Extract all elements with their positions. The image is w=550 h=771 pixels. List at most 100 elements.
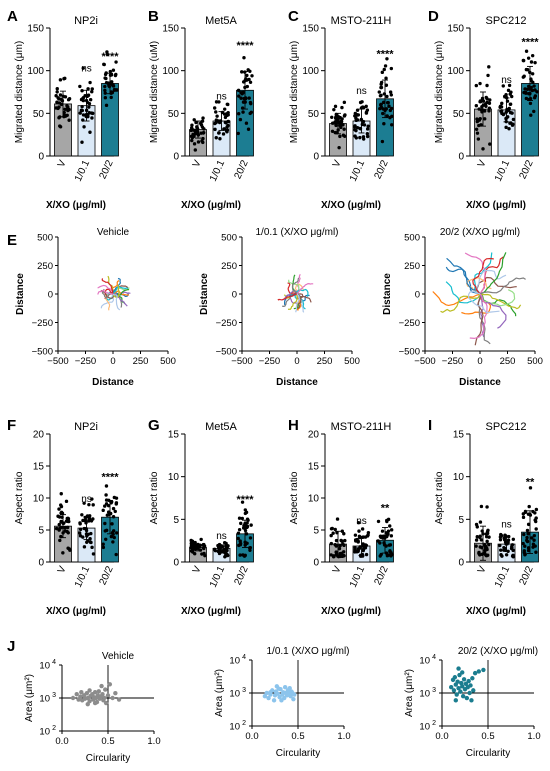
y-tick-label: 5 — [458, 515, 464, 526]
x-tick-label: −500 — [231, 356, 252, 367]
data-point — [248, 546, 252, 550]
data-point — [460, 670, 465, 675]
data-point — [364, 111, 369, 115]
data-point — [116, 697, 122, 702]
trajectory-line — [101, 288, 114, 299]
data-point — [524, 90, 528, 95]
y-tick-label: 10 — [229, 656, 240, 667]
data-point — [479, 108, 484, 112]
data-point — [88, 98, 93, 102]
data-point — [104, 502, 109, 506]
data-point — [226, 102, 230, 107]
data-point — [108, 69, 113, 74]
x-tick-label: V — [331, 158, 344, 169]
x-tick-label: 1/0.1 — [73, 158, 93, 183]
data-point — [264, 690, 269, 696]
data-point — [201, 116, 205, 120]
data-point — [361, 137, 366, 141]
data-point — [356, 521, 361, 525]
x-tick-label: 500 — [527, 356, 543, 367]
data-point — [242, 56, 246, 60]
y-tick-exponent: 2 — [242, 720, 246, 727]
significance-label: ns — [216, 91, 227, 102]
data-point — [481, 99, 486, 103]
data-point — [237, 516, 242, 520]
data-point — [88, 540, 93, 544]
data-point — [500, 101, 504, 106]
data-point — [103, 504, 107, 508]
data-point — [337, 145, 341, 150]
data-point — [104, 498, 109, 502]
data-point — [62, 77, 66, 81]
y-tick-label: 0 — [415, 290, 420, 301]
data-point — [247, 96, 251, 100]
data-point — [61, 551, 65, 555]
data-point — [86, 93, 91, 98]
y-tick-label: 15 — [453, 430, 465, 441]
data-point — [88, 80, 92, 85]
data-point — [109, 81, 114, 86]
data-point — [58, 538, 62, 543]
data-point — [104, 103, 109, 108]
data-point — [365, 127, 370, 131]
data-point — [533, 544, 537, 548]
data-point — [84, 690, 90, 696]
data-point — [214, 100, 219, 104]
data-point — [222, 127, 227, 131]
panel-letter: B — [148, 8, 159, 25]
data-point — [91, 517, 95, 521]
y-tick-label: 0 — [458, 152, 464, 163]
data-point — [217, 100, 221, 104]
data-point — [361, 547, 366, 551]
panel-letter: G — [148, 417, 160, 434]
data-point — [243, 508, 248, 512]
data-point — [282, 684, 288, 690]
y-tick-label: 500 — [37, 233, 53, 244]
trajectory-line — [97, 284, 114, 295]
chart-title: Met5A — [205, 421, 237, 433]
data-point — [239, 96, 243, 100]
data-point — [356, 549, 360, 554]
data-point — [236, 531, 241, 535]
data-point — [80, 104, 84, 109]
y-tick-label: 150 — [302, 24, 319, 35]
data-point — [341, 542, 345, 546]
data-point — [65, 104, 69, 108]
data-point — [236, 88, 241, 93]
data-point — [111, 540, 115, 544]
data-point — [340, 529, 345, 533]
data-point — [382, 534, 387, 539]
data-point — [479, 538, 484, 542]
data-point — [478, 534, 482, 538]
significance-label: ns — [81, 494, 92, 505]
data-point — [192, 542, 196, 546]
y-tick-exponent: 4 — [52, 659, 56, 666]
data-point — [389, 534, 394, 538]
data-point — [103, 700, 109, 706]
data-point — [376, 519, 381, 524]
data-point — [193, 148, 198, 152]
significance-label: **** — [521, 37, 539, 49]
x-axis-label: X/XO (μg/ml) — [321, 606, 381, 617]
significance-label: **** — [376, 48, 394, 60]
y-axis-label: Aspect ratio — [14, 471, 25, 524]
data-point — [215, 114, 219, 118]
data-point — [353, 538, 358, 542]
chart-title: 20/2 (X/XO μg/ml) — [440, 227, 520, 238]
y-tick-label: 150 — [162, 24, 179, 35]
data-point — [469, 698, 474, 703]
x-tick-label: −250 — [259, 356, 280, 367]
data-point — [190, 123, 194, 127]
data-point — [478, 116, 482, 121]
y-tick-label: 0 — [38, 152, 44, 163]
data-point — [504, 553, 509, 557]
data-point — [249, 523, 253, 527]
data-point — [510, 544, 514, 549]
data-point — [379, 535, 383, 539]
data-point — [340, 105, 344, 110]
y-tick-label: 10 — [39, 727, 50, 738]
data-point — [484, 546, 489, 550]
data-point — [342, 550, 346, 554]
data-point — [335, 118, 340, 122]
